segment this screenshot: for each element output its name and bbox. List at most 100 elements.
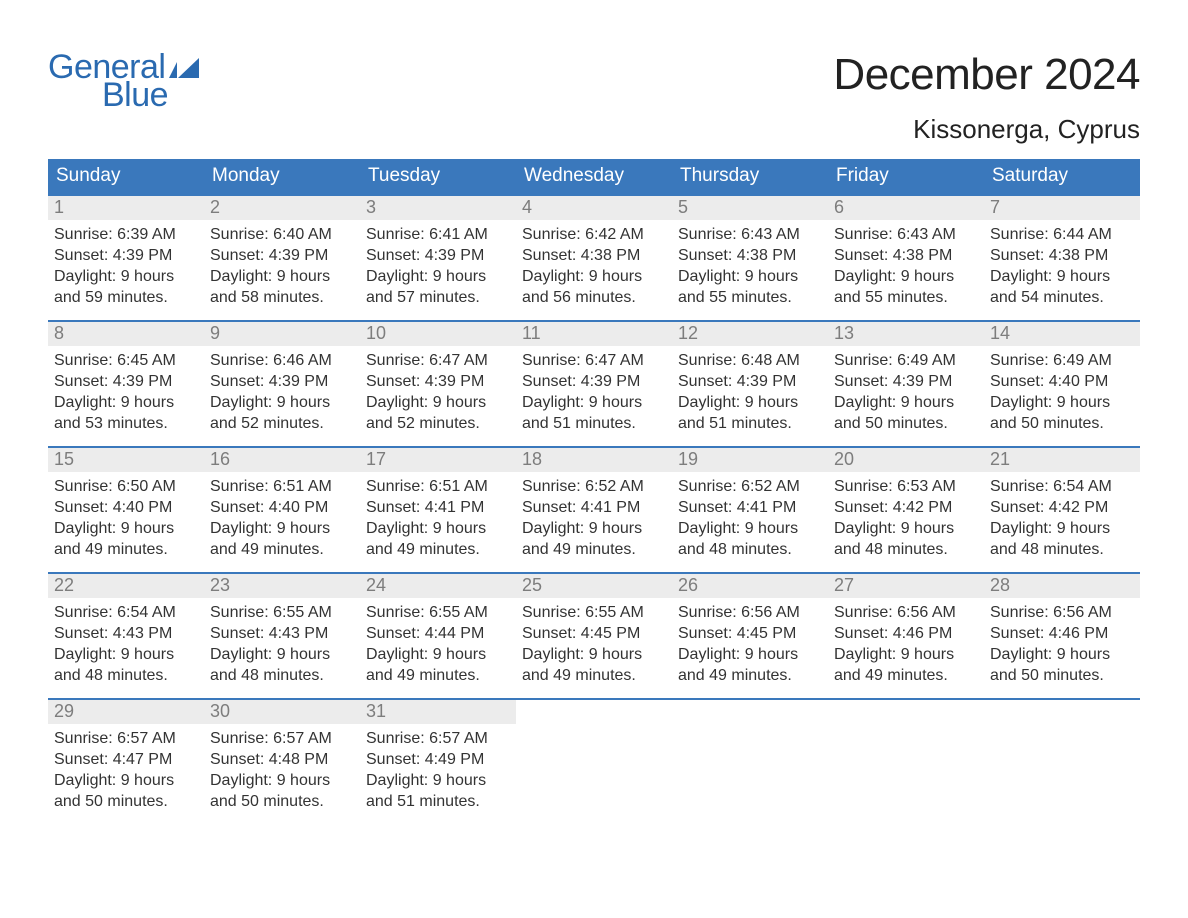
sunrise-text: Sunrise: 6:55 AM xyxy=(210,602,354,623)
day-cell xyxy=(516,700,672,822)
daylight-line2: and 50 minutes. xyxy=(834,413,978,434)
day-cell: 2Sunrise: 6:40 AMSunset: 4:39 PMDaylight… xyxy=(204,196,360,318)
day-number: 14 xyxy=(984,322,1140,346)
sunset-text: Sunset: 4:42 PM xyxy=(990,497,1134,518)
day-number: 27 xyxy=(828,574,984,598)
week-row: 1Sunrise: 6:39 AMSunset: 4:39 PMDaylight… xyxy=(48,194,1140,318)
week-row: 22Sunrise: 6:54 AMSunset: 4:43 PMDayligh… xyxy=(48,572,1140,696)
weekday-label: Friday xyxy=(828,159,984,194)
sunrise-text: Sunrise: 6:56 AM xyxy=(990,602,1134,623)
daylight-line2: and 49 minutes. xyxy=(522,665,666,686)
daylight-line1: Daylight: 9 hours xyxy=(210,392,354,413)
daylight-line1: Daylight: 9 hours xyxy=(210,644,354,665)
daylight-line1: Daylight: 9 hours xyxy=(522,392,666,413)
day-number: 7 xyxy=(984,196,1140,220)
day-body: Sunrise: 6:56 AMSunset: 4:46 PMDaylight:… xyxy=(984,598,1140,692)
sunset-text: Sunset: 4:39 PM xyxy=(834,371,978,392)
header-row: General Blue December 2024 Kissonerga, C… xyxy=(48,50,1140,145)
daylight-line1: Daylight: 9 hours xyxy=(210,518,354,539)
day-cell: 1Sunrise: 6:39 AMSunset: 4:39 PMDaylight… xyxy=(48,196,204,318)
day-body: Sunrise: 6:54 AMSunset: 4:43 PMDaylight:… xyxy=(48,598,204,692)
daylight-line2: and 48 minutes. xyxy=(834,539,978,560)
day-number: 15 xyxy=(48,448,204,472)
day-number: 6 xyxy=(828,196,984,220)
day-body: Sunrise: 6:42 AMSunset: 4:38 PMDaylight:… xyxy=(516,220,672,314)
day-number: 12 xyxy=(672,322,828,346)
day-number: 28 xyxy=(984,574,1140,598)
day-body: Sunrise: 6:56 AMSunset: 4:45 PMDaylight:… xyxy=(672,598,828,692)
day-body: Sunrise: 6:39 AMSunset: 4:39 PMDaylight:… xyxy=(48,220,204,314)
sunrise-text: Sunrise: 6:44 AM xyxy=(990,224,1134,245)
day-number: 19 xyxy=(672,448,828,472)
sunset-text: Sunset: 4:39 PM xyxy=(678,371,822,392)
daylight-line1: Daylight: 9 hours xyxy=(678,392,822,413)
daylight-line1: Daylight: 9 hours xyxy=(522,644,666,665)
weekday-label: Monday xyxy=(204,159,360,194)
day-cell: 26Sunrise: 6:56 AMSunset: 4:45 PMDayligh… xyxy=(672,574,828,696)
daylight-line2: and 51 minutes. xyxy=(678,413,822,434)
day-cell: 30Sunrise: 6:57 AMSunset: 4:48 PMDayligh… xyxy=(204,700,360,822)
day-cell: 16Sunrise: 6:51 AMSunset: 4:40 PMDayligh… xyxy=(204,448,360,570)
daylight-line2: and 48 minutes. xyxy=(990,539,1134,560)
daylight-line2: and 52 minutes. xyxy=(210,413,354,434)
day-number: 5 xyxy=(672,196,828,220)
day-cell: 9Sunrise: 6:46 AMSunset: 4:39 PMDaylight… xyxy=(204,322,360,444)
day-body: Sunrise: 6:43 AMSunset: 4:38 PMDaylight:… xyxy=(828,220,984,314)
day-body: Sunrise: 6:56 AMSunset: 4:46 PMDaylight:… xyxy=(828,598,984,692)
day-number: 31 xyxy=(360,700,516,724)
daylight-line2: and 49 minutes. xyxy=(678,665,822,686)
daylight-line2: and 50 minutes. xyxy=(54,791,198,812)
day-body: Sunrise: 6:45 AMSunset: 4:39 PMDaylight:… xyxy=(48,346,204,440)
daylight-line1: Daylight: 9 hours xyxy=(54,392,198,413)
sunrise-text: Sunrise: 6:46 AM xyxy=(210,350,354,371)
sunrise-text: Sunrise: 6:54 AM xyxy=(990,476,1134,497)
daylight-line1: Daylight: 9 hours xyxy=(54,770,198,791)
daylight-line1: Daylight: 9 hours xyxy=(990,518,1134,539)
sunset-text: Sunset: 4:40 PM xyxy=(210,497,354,518)
sunrise-text: Sunrise: 6:57 AM xyxy=(366,728,510,749)
sunrise-text: Sunrise: 6:43 AM xyxy=(678,224,822,245)
daylight-line1: Daylight: 9 hours xyxy=(54,644,198,665)
day-cell: 28Sunrise: 6:56 AMSunset: 4:46 PMDayligh… xyxy=(984,574,1140,696)
sunrise-text: Sunrise: 6:55 AM xyxy=(522,602,666,623)
day-cell: 25Sunrise: 6:55 AMSunset: 4:45 PMDayligh… xyxy=(516,574,672,696)
daylight-line2: and 56 minutes. xyxy=(522,287,666,308)
day-body: Sunrise: 6:55 AMSunset: 4:45 PMDaylight:… xyxy=(516,598,672,692)
sunrise-text: Sunrise: 6:56 AM xyxy=(834,602,978,623)
sunset-text: Sunset: 4:45 PM xyxy=(522,623,666,644)
sunset-text: Sunset: 4:38 PM xyxy=(678,245,822,266)
daylight-line1: Daylight: 9 hours xyxy=(366,392,510,413)
daylight-line2: and 59 minutes. xyxy=(54,287,198,308)
day-number: 23 xyxy=(204,574,360,598)
day-number: 2 xyxy=(204,196,360,220)
day-cell: 6Sunrise: 6:43 AMSunset: 4:38 PMDaylight… xyxy=(828,196,984,318)
day-cell: 11Sunrise: 6:47 AMSunset: 4:39 PMDayligh… xyxy=(516,322,672,444)
day-body: Sunrise: 6:48 AMSunset: 4:39 PMDaylight:… xyxy=(672,346,828,440)
day-cell: 3Sunrise: 6:41 AMSunset: 4:39 PMDaylight… xyxy=(360,196,516,318)
sunset-text: Sunset: 4:44 PM xyxy=(366,623,510,644)
sunset-text: Sunset: 4:46 PM xyxy=(834,623,978,644)
day-cell xyxy=(984,700,1140,822)
sunset-text: Sunset: 4:39 PM xyxy=(54,371,198,392)
day-cell xyxy=(828,700,984,822)
day-cell: 18Sunrise: 6:52 AMSunset: 4:41 PMDayligh… xyxy=(516,448,672,570)
day-number: 22 xyxy=(48,574,204,598)
day-body: Sunrise: 6:55 AMSunset: 4:44 PMDaylight:… xyxy=(360,598,516,692)
daylight-line1: Daylight: 9 hours xyxy=(366,518,510,539)
calendar: Sunday Monday Tuesday Wednesday Thursday… xyxy=(48,159,1140,822)
day-body: Sunrise: 6:52 AMSunset: 4:41 PMDaylight:… xyxy=(672,472,828,566)
sunrise-text: Sunrise: 6:53 AM xyxy=(834,476,978,497)
day-cell: 27Sunrise: 6:56 AMSunset: 4:46 PMDayligh… xyxy=(828,574,984,696)
sunrise-text: Sunrise: 6:49 AM xyxy=(990,350,1134,371)
daylight-line2: and 49 minutes. xyxy=(834,665,978,686)
day-cell: 5Sunrise: 6:43 AMSunset: 4:38 PMDaylight… xyxy=(672,196,828,318)
title-block: December 2024 Kissonerga, Cyprus xyxy=(833,50,1140,145)
day-number: 9 xyxy=(204,322,360,346)
sunset-text: Sunset: 4:42 PM xyxy=(834,497,978,518)
sunset-text: Sunset: 4:39 PM xyxy=(522,371,666,392)
sunset-text: Sunset: 4:39 PM xyxy=(366,371,510,392)
daylight-line1: Daylight: 9 hours xyxy=(210,770,354,791)
sunset-text: Sunset: 4:41 PM xyxy=(366,497,510,518)
daylight-line1: Daylight: 9 hours xyxy=(366,770,510,791)
daylight-line1: Daylight: 9 hours xyxy=(834,518,978,539)
